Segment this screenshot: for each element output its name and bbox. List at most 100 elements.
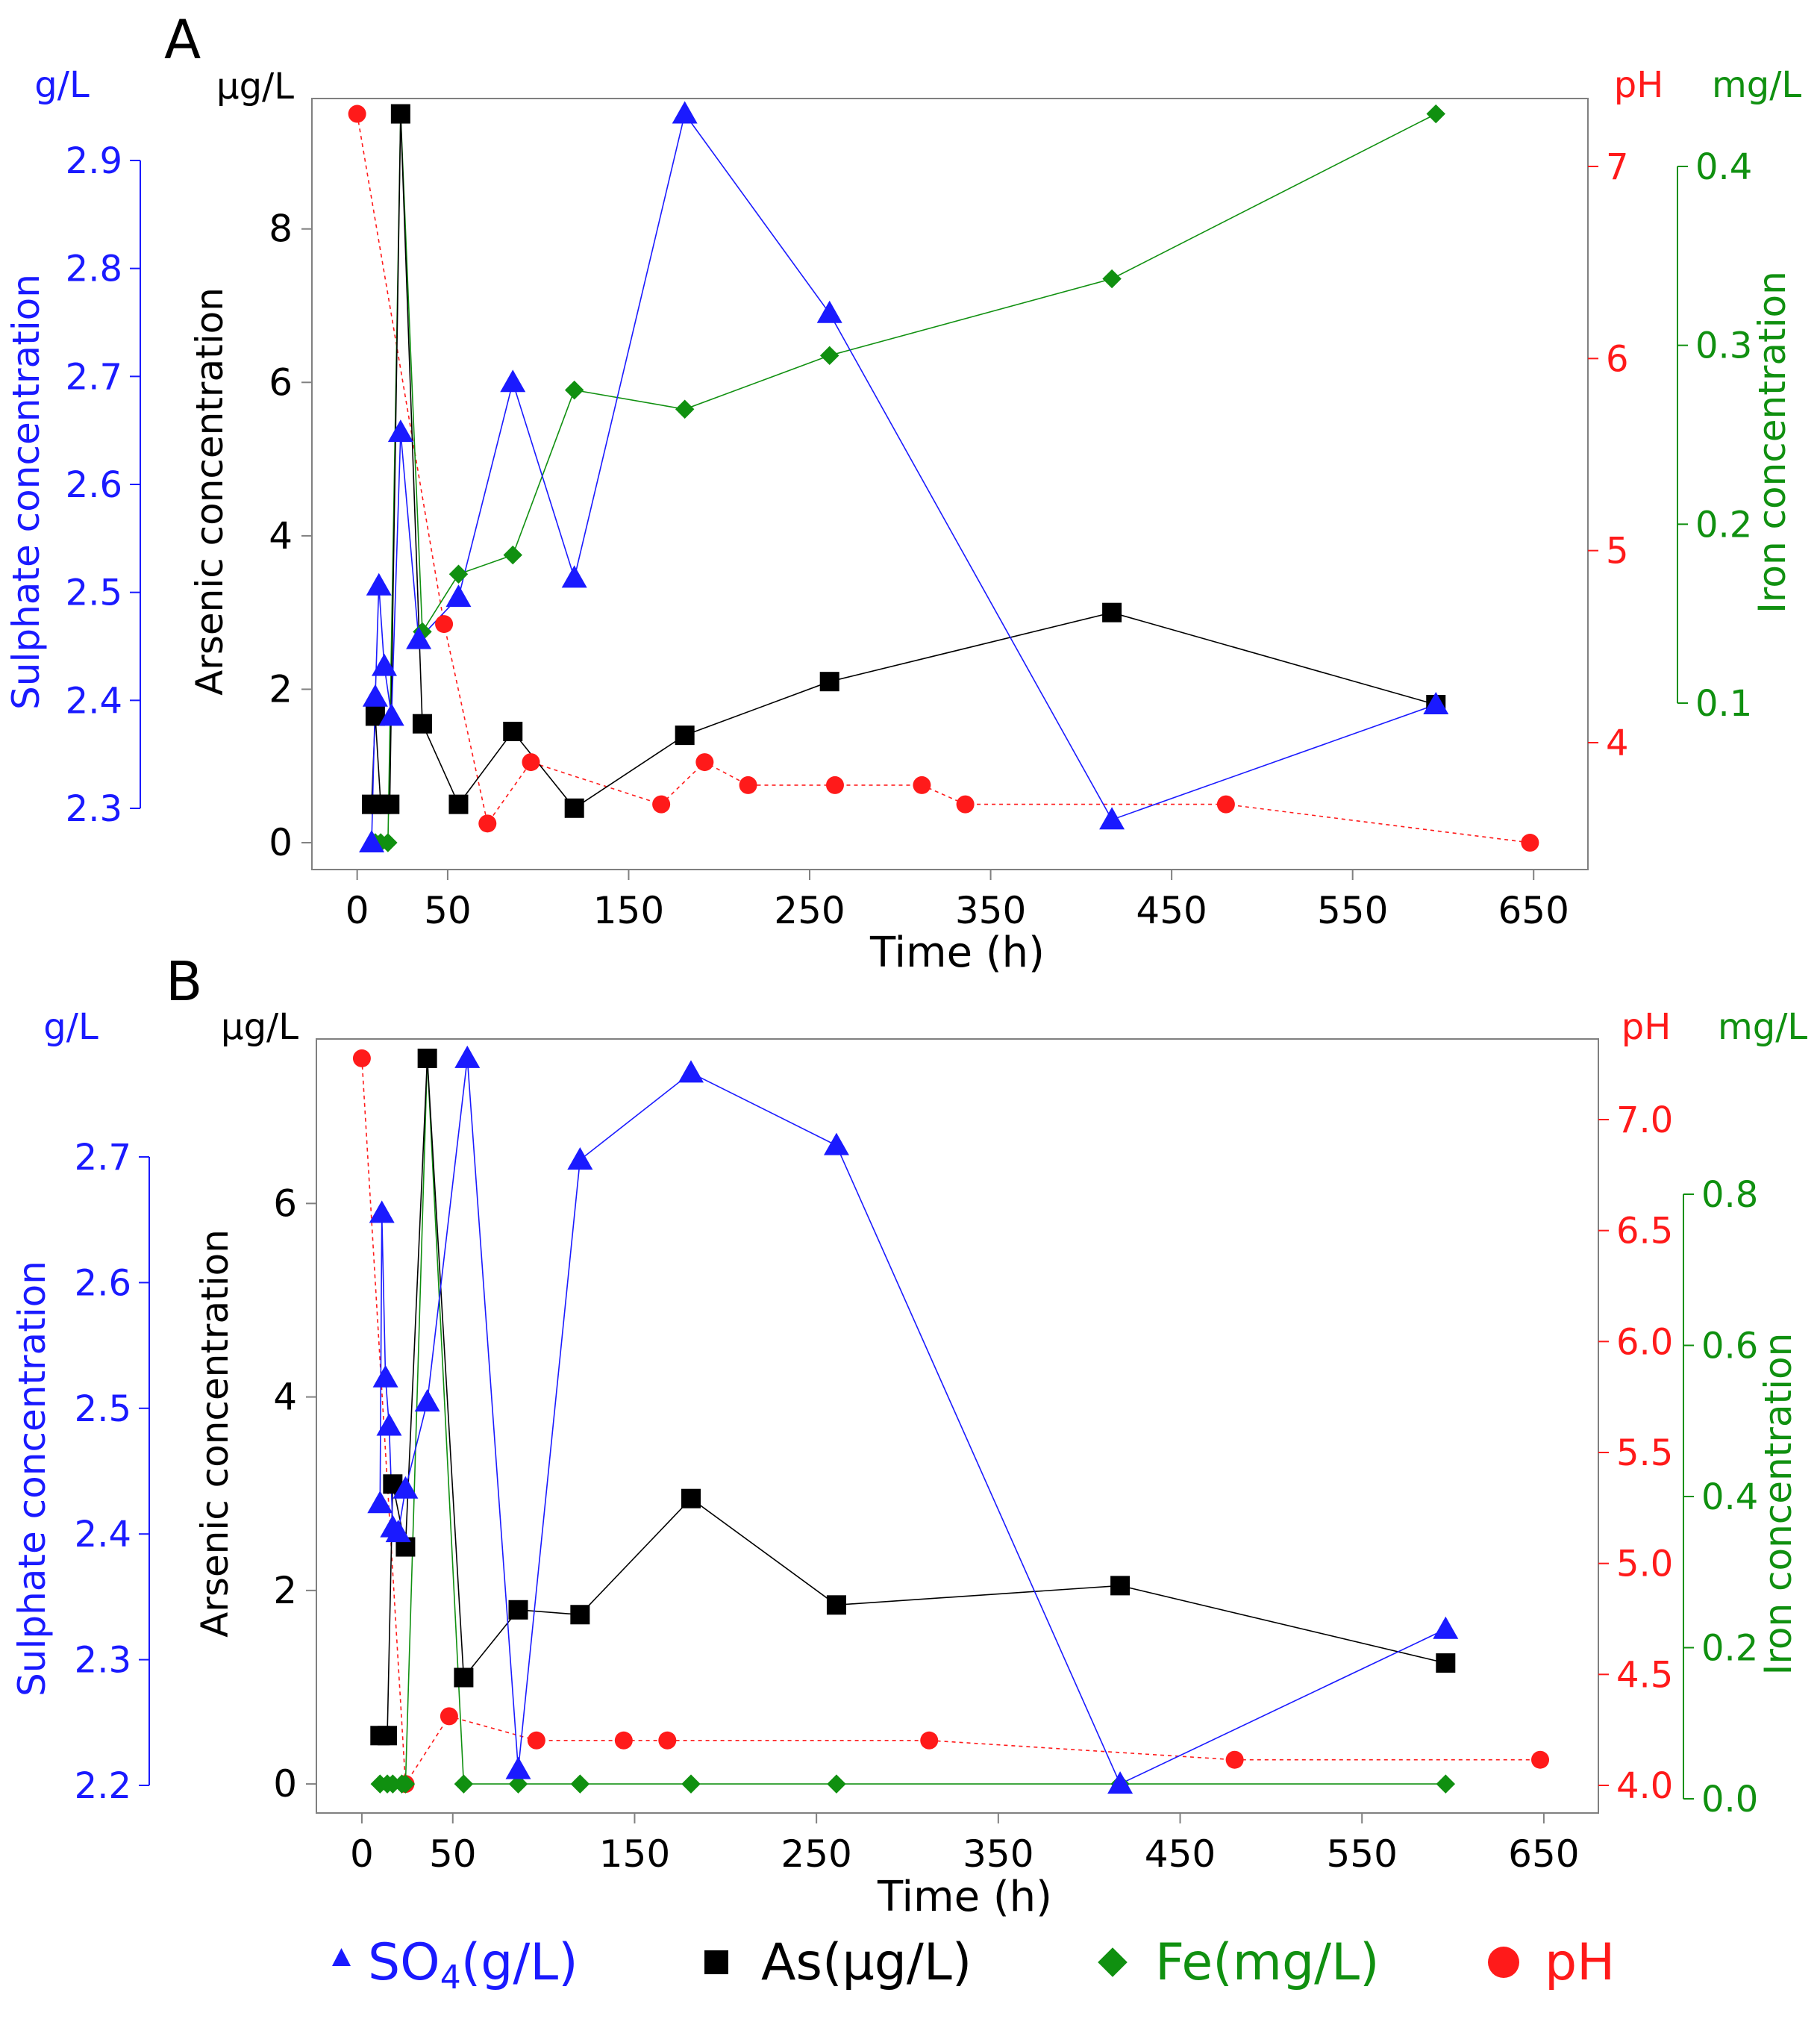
ph-series-line (361, 1058, 1540, 1786)
iron-point (675, 399, 695, 419)
sulphate-tick-label: 2.3 (75, 1640, 131, 1682)
iron-point (564, 380, 584, 400)
iron-series-line (375, 113, 1436, 843)
ph-point (956, 795, 975, 814)
panel-title: B (166, 950, 202, 1013)
legend-so4-label: SO4(g/L) (368, 1933, 578, 1997)
so4-point (367, 1491, 393, 1514)
ph-point (825, 776, 844, 794)
iron-axis-title: Iron concentration (1757, 1333, 1800, 1676)
arsenic-series-line (380, 1058, 1446, 1737)
ph-point (527, 1731, 545, 1750)
legend-as-label: As(µg/L) (761, 1933, 972, 1992)
plot-frame (311, 98, 1589, 870)
x-axis-title: Time (h) (869, 929, 1045, 977)
ph-tick-label: 5.5 (1616, 1432, 1673, 1474)
arsenic-point (826, 1595, 846, 1615)
ph-point (1531, 1750, 1550, 1769)
arsenic-tick-label: 2 (273, 1569, 297, 1612)
so4-series-line (379, 1058, 1446, 1785)
so4-point (823, 1132, 849, 1155)
sulphate-tick-label: 2.4 (75, 1514, 131, 1555)
ph-point (1521, 834, 1539, 852)
so4-point (445, 584, 472, 608)
iron-point (819, 346, 839, 366)
panel-b: B 0 50 150 250 350 450 550 650 Time (h) 0 2 4 6 µg/L Ar… (10, 950, 1807, 1921)
sulphate-tick-label: 2.4 (66, 680, 122, 722)
iron-point (378, 833, 398, 852)
so4-point (393, 1476, 419, 1499)
arsenic-point (503, 721, 523, 741)
arsenic-point (417, 1048, 437, 1068)
ph-unit: pH (1614, 64, 1664, 106)
x-tick-label: 550 (1326, 1832, 1397, 1876)
legend-so4-subscript: 4 (440, 1959, 461, 1997)
so4-point (366, 572, 392, 596)
x-tick-label: 150 (599, 1832, 670, 1876)
arsenic-point (448, 794, 469, 814)
x-tick-label: 450 (1136, 889, 1207, 932)
ph-point (522, 753, 540, 772)
so4-point (567, 1147, 593, 1170)
so4-point (1433, 1616, 1459, 1639)
iron-tick-label: 0.3 (1695, 325, 1752, 367)
so4-point (378, 703, 404, 726)
iron-tick-label: 0.6 (1701, 1326, 1758, 1367)
x-tick-label: 50 (429, 1832, 477, 1876)
so4-point (406, 626, 432, 649)
so4-series-line (371, 112, 1436, 843)
iron-unit: mg/L (1718, 1006, 1807, 1048)
so4-point (369, 1200, 395, 1223)
iron-point (448, 564, 469, 584)
arsenic-unit: µg/L (221, 1006, 298, 1048)
ph-tick-label: 6 (1606, 338, 1629, 380)
sulphate-tick-label: 2.8 (66, 249, 122, 290)
iron-tick-label: 0.2 (1701, 1628, 1758, 1670)
arsenic-point (570, 1605, 590, 1625)
iron-tick-label: 0.4 (1695, 146, 1752, 188)
x-tick-label: 150 (593, 889, 664, 932)
x-tick-label: 0 (345, 889, 369, 932)
so4-point (561, 565, 587, 588)
arsenic-point (1436, 1653, 1456, 1673)
arsenic-axis-title: Arsenic concentration (188, 287, 231, 696)
sulphate-tick-label: 2.6 (66, 464, 122, 506)
sulphate-unit: g/L (43, 1006, 98, 1048)
sulphate-axis-title: Sulphate concentration (4, 274, 48, 710)
panel-a: A 0 50 150 250 350 450 550 650 Time (h) 0 2 4 6 8 µg/L A… (4, 8, 1801, 977)
arsenic-point (564, 798, 584, 818)
sulphate-unit: g/L (34, 64, 90, 106)
so4-point (1423, 692, 1449, 715)
iron-tick-label: 0.2 (1695, 504, 1752, 546)
x-tick-label: 350 (955, 889, 1026, 932)
arsenic-tick-label: 0 (273, 1762, 297, 1806)
legend-ph-label: pH (1545, 1933, 1615, 1992)
so4-point (376, 1413, 402, 1436)
x-tick-label: 450 (1145, 1832, 1216, 1876)
arsenic-point (454, 1667, 474, 1688)
ph-series-line (356, 113, 1530, 843)
arsenic-tick-label: 2 (269, 667, 293, 711)
arsenic-point (1102, 602, 1122, 622)
iron-tick-label: 0.0 (1701, 1779, 1758, 1820)
arsenic-point (380, 794, 400, 814)
iron-point (454, 1774, 474, 1794)
iron-axis-title: Iron concentration (1751, 271, 1794, 614)
so4-point (372, 1364, 398, 1388)
iron-unit: mg/L (1712, 64, 1801, 106)
x-tick-label: 550 (1317, 889, 1388, 932)
sulphate-tick-label: 2.3 (66, 788, 122, 830)
iron-point (570, 1774, 590, 1794)
sulphate-tick-label: 2.5 (66, 572, 122, 614)
ph-point (913, 776, 931, 794)
ph-tick-label: 7 (1606, 146, 1629, 188)
arsenic-point (1110, 1576, 1131, 1596)
so4-point (372, 653, 398, 676)
ph-point (920, 1731, 939, 1750)
legend-ph-marker (1488, 1947, 1519, 1978)
so4-point (387, 419, 413, 443)
ph-point (614, 1731, 633, 1750)
legend-as-marker (704, 1950, 728, 1974)
arsenic-tick-label: 4 (269, 514, 293, 558)
